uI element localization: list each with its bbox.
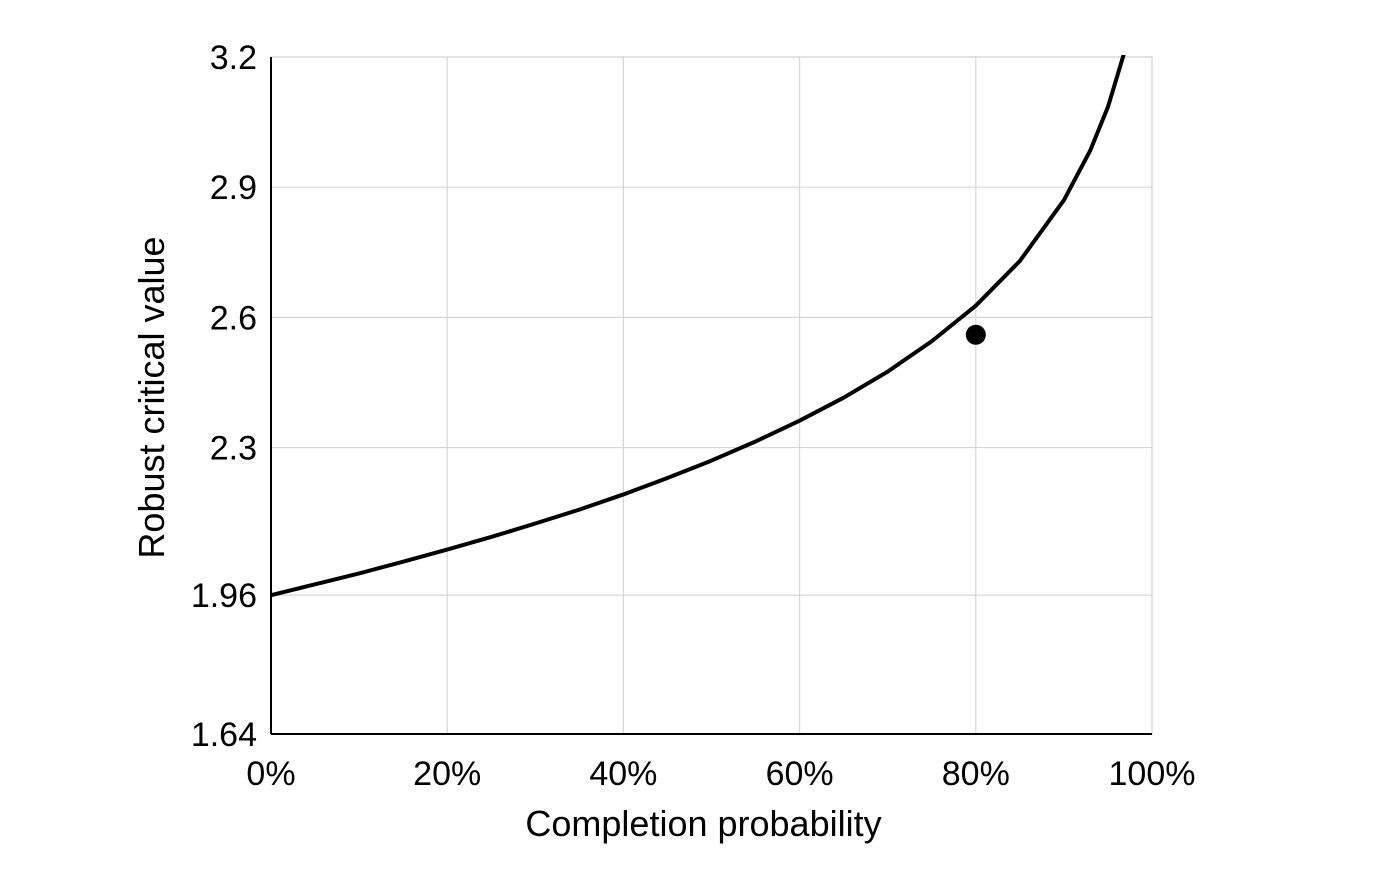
x-tick-label: 100% [1109,755,1196,793]
x-tick-label: 80% [942,755,1010,793]
series-layer [271,55,1126,598]
plot-frame [270,56,1153,735]
y-tick-labels: 1.64 1.96 2.3 2.6 2.9 3.2 [191,39,257,754]
y-tick-label: 1.64 [191,716,257,754]
y-tick-label: 2.9 [210,169,257,207]
y-tick-label: 2.3 [210,430,257,468]
y-tick-label: 3.2 [210,39,257,77]
x-axis-title: Completion probability [525,803,881,844]
x-tick-label: 40% [589,755,657,793]
x-tick-labels: 0% 20% 40% 60% 80% 100% [246,755,1195,793]
grid-lines [270,56,1153,735]
x-tick-label: 20% [413,755,481,793]
y-tick-label: 1.96 [191,577,257,615]
y-tick-label: 2.6 [210,299,257,337]
highlight-point [965,324,986,345]
marker-layer [965,324,986,345]
x-tick-label: 60% [766,755,834,793]
x-tick-label: 0% [246,755,295,793]
y-axis-title: Robust critical value [131,236,172,558]
series-line [271,55,1126,598]
